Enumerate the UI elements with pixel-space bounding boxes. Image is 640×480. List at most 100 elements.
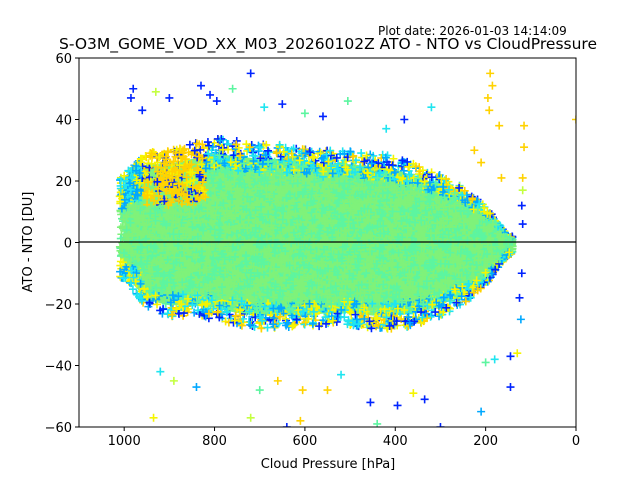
data-point bbox=[393, 275, 402, 284]
data-point bbox=[192, 236, 201, 245]
data-point bbox=[347, 308, 356, 317]
data-point bbox=[312, 276, 321, 285]
data-point bbox=[440, 193, 449, 202]
data-point bbox=[244, 288, 253, 297]
data-point bbox=[272, 160, 281, 169]
data-point bbox=[178, 180, 187, 189]
data-point bbox=[152, 234, 161, 243]
data-point bbox=[219, 199, 228, 208]
data-point bbox=[468, 219, 477, 228]
data-point bbox=[366, 231, 375, 240]
data-point bbox=[393, 304, 402, 313]
data-point bbox=[258, 316, 267, 325]
data-point bbox=[238, 170, 247, 179]
data-point bbox=[293, 161, 302, 170]
data-point bbox=[136, 259, 145, 268]
data-point bbox=[325, 268, 334, 277]
data-point bbox=[396, 181, 405, 190]
data-point bbox=[332, 153, 341, 162]
data-point bbox=[276, 286, 285, 295]
data-point bbox=[405, 170, 414, 179]
data-point bbox=[180, 144, 189, 153]
data-point bbox=[466, 293, 475, 302]
data-point bbox=[189, 216, 198, 225]
data-point bbox=[231, 224, 240, 233]
data-point bbox=[210, 138, 219, 147]
data-point bbox=[267, 278, 276, 287]
data-point bbox=[249, 156, 258, 165]
data-point bbox=[209, 206, 218, 215]
data-point bbox=[252, 219, 261, 228]
data-point bbox=[126, 185, 135, 194]
data-point bbox=[304, 239, 313, 248]
data-point bbox=[225, 222, 234, 231]
data-point bbox=[483, 208, 492, 217]
data-point bbox=[456, 249, 465, 258]
data-point bbox=[155, 224, 164, 233]
data-point bbox=[147, 223, 156, 232]
data-point bbox=[331, 282, 340, 291]
data-point bbox=[193, 298, 202, 307]
data-point bbox=[464, 209, 473, 218]
data-point bbox=[279, 207, 288, 216]
data-point bbox=[417, 308, 426, 317]
data-point bbox=[220, 159, 229, 168]
data-point bbox=[228, 214, 237, 223]
data-point bbox=[289, 228, 298, 237]
data-point bbox=[320, 217, 329, 226]
data-point bbox=[209, 179, 218, 188]
data-point bbox=[133, 191, 142, 200]
data-point bbox=[312, 280, 321, 289]
data-point bbox=[388, 267, 397, 276]
data-point bbox=[352, 299, 361, 308]
data-point bbox=[190, 146, 199, 155]
data-point bbox=[118, 258, 127, 267]
data-point bbox=[429, 191, 438, 200]
data-point bbox=[323, 175, 332, 184]
data-point bbox=[392, 188, 401, 197]
data-point bbox=[132, 166, 141, 175]
data-point bbox=[255, 168, 264, 177]
data-point bbox=[262, 190, 271, 199]
data-point bbox=[220, 168, 229, 177]
data-point bbox=[402, 215, 411, 224]
data-point bbox=[117, 204, 126, 213]
data-point bbox=[353, 265, 362, 274]
data-point bbox=[228, 303, 237, 312]
data-point bbox=[215, 301, 224, 310]
data-point bbox=[382, 204, 391, 213]
data-point bbox=[410, 317, 419, 326]
data-point bbox=[319, 167, 328, 176]
data-point bbox=[185, 140, 194, 149]
data-point bbox=[233, 184, 242, 193]
data-point bbox=[337, 280, 346, 289]
data-point bbox=[186, 264, 195, 273]
data-point bbox=[182, 242, 191, 251]
data-point bbox=[318, 269, 327, 278]
data-point bbox=[189, 176, 198, 185]
data-point bbox=[358, 158, 367, 167]
data-point bbox=[357, 206, 366, 215]
data-point bbox=[188, 223, 197, 232]
data-point bbox=[299, 276, 308, 285]
data-point bbox=[257, 260, 266, 269]
data-point bbox=[156, 306, 165, 315]
data-point bbox=[245, 238, 254, 247]
data-point bbox=[258, 160, 267, 169]
data-point bbox=[264, 244, 273, 253]
data-point bbox=[276, 312, 285, 321]
data-point bbox=[355, 202, 364, 211]
data-point bbox=[255, 224, 264, 233]
data-point bbox=[193, 306, 202, 315]
data-point bbox=[223, 243, 232, 252]
data-point bbox=[276, 175, 285, 184]
data-point bbox=[230, 266, 239, 275]
data-point bbox=[468, 283, 477, 292]
data-point bbox=[220, 236, 229, 245]
data-point bbox=[486, 236, 495, 245]
data-point bbox=[269, 264, 278, 273]
data-point bbox=[308, 216, 317, 225]
data-point bbox=[437, 174, 446, 183]
data-point bbox=[324, 157, 333, 166]
data-point bbox=[133, 245, 142, 254]
